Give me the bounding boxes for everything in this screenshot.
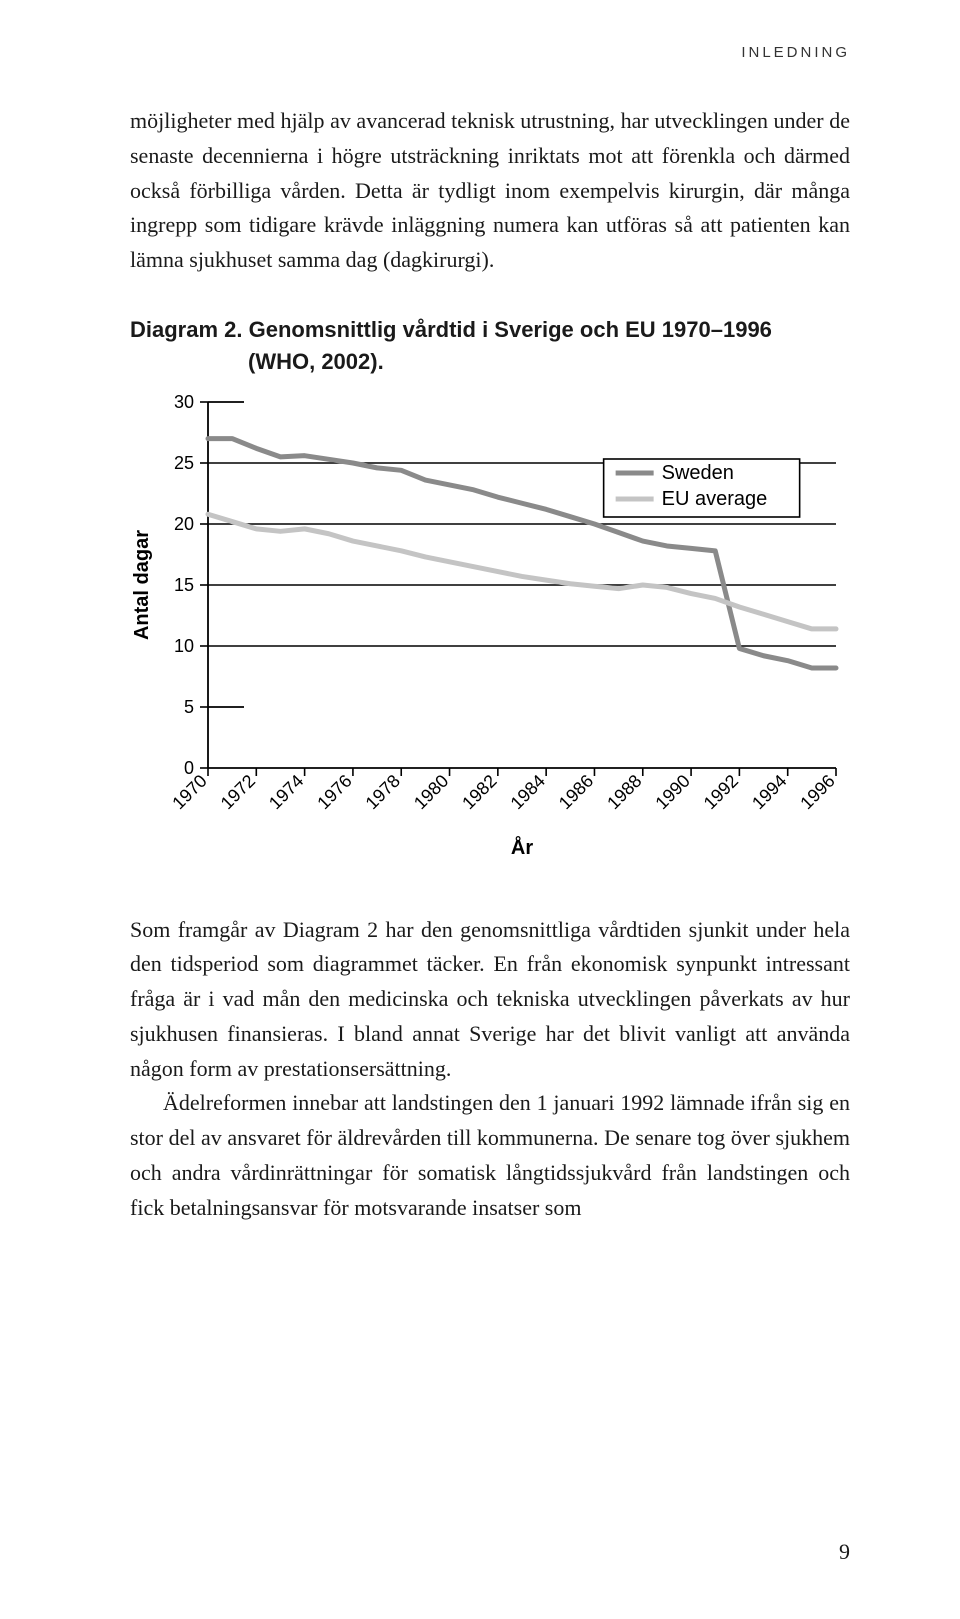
svg-text:1988: 1988 xyxy=(603,770,645,812)
line-chart: 0510152025301970197219741976197819801982… xyxy=(130,390,850,865)
svg-text:1984: 1984 xyxy=(507,770,549,812)
svg-text:1994: 1994 xyxy=(748,770,790,812)
svg-text:EU average: EU average xyxy=(662,488,768,510)
svg-text:År: År xyxy=(511,835,533,859)
svg-text:20: 20 xyxy=(174,514,194,534)
svg-text:1986: 1986 xyxy=(555,770,597,812)
svg-text:5: 5 xyxy=(184,697,194,717)
svg-text:1982: 1982 xyxy=(458,770,500,812)
running-head: INLEDNING xyxy=(741,44,850,61)
caption-line1: Diagram 2. Genomsnittlig vårdtid i Sveri… xyxy=(130,317,772,342)
svg-text:10: 10 xyxy=(174,636,194,656)
paragraph-1: möjligheter med hjälp av avancerad tekni… xyxy=(130,104,850,278)
svg-text:1980: 1980 xyxy=(410,770,452,812)
svg-text:1970: 1970 xyxy=(168,770,210,812)
svg-text:1978: 1978 xyxy=(362,770,404,812)
chart-caption: Diagram 2. Genomsnittlig vårdtid i Sveri… xyxy=(130,314,850,378)
svg-text:1992: 1992 xyxy=(700,770,742,812)
svg-text:1996: 1996 xyxy=(796,770,838,812)
svg-text:1974: 1974 xyxy=(265,770,307,812)
svg-text:25: 25 xyxy=(174,453,194,473)
page-number: 9 xyxy=(839,1539,850,1565)
svg-text:15: 15 xyxy=(174,575,194,595)
svg-text:30: 30 xyxy=(174,392,194,412)
svg-text:1990: 1990 xyxy=(651,770,693,812)
para2-main: Som framgår av Diagram 2 har den genomsn… xyxy=(130,917,850,1081)
caption-line2: (WHO, 2002). xyxy=(130,346,850,378)
chart-svg: 0510152025301970197219741976197819801982… xyxy=(130,390,850,860)
para2-indent: Ädelreformen innebar att landstingen den… xyxy=(130,1086,850,1225)
paragraph-2: Som framgår av Diagram 2 har den genomsn… xyxy=(130,913,850,1226)
svg-text:Antal dagar: Antal dagar xyxy=(131,529,153,639)
svg-text:Sweden: Sweden xyxy=(662,462,734,484)
svg-text:1972: 1972 xyxy=(217,770,259,812)
svg-text:1976: 1976 xyxy=(313,770,355,812)
